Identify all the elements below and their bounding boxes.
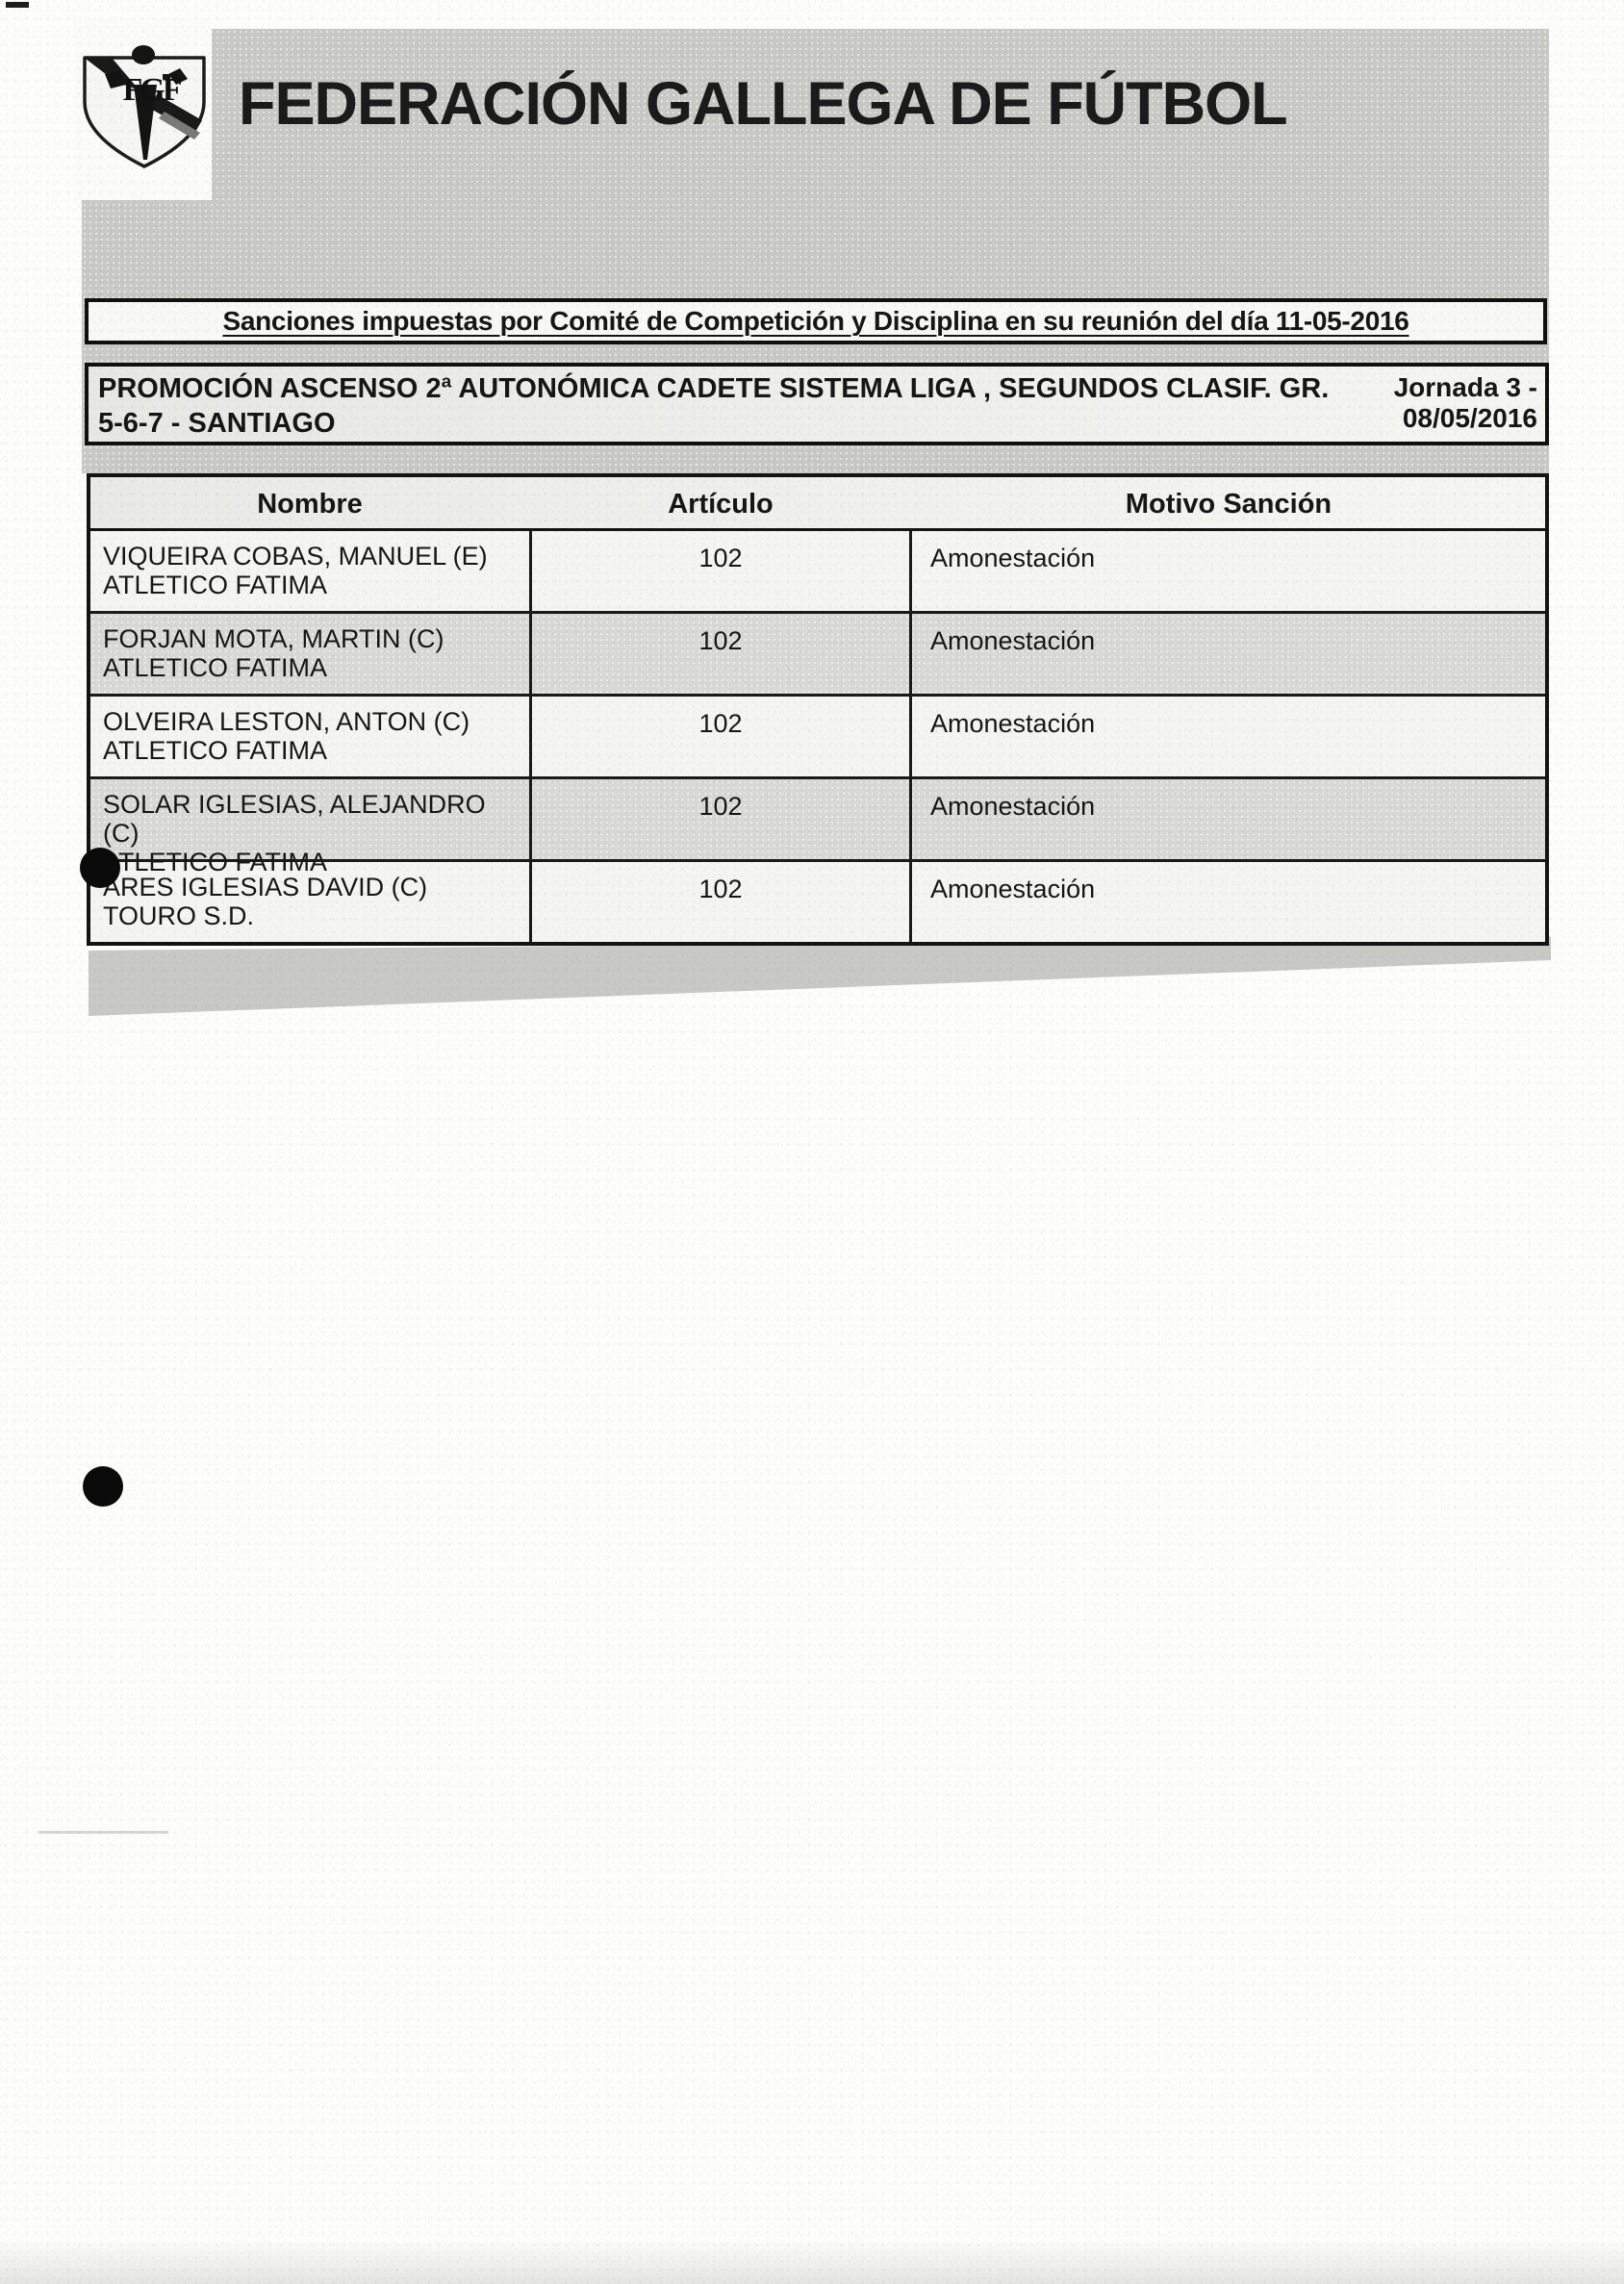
reason-cell: Amonestación (930, 626, 1096, 655)
competition-name-line2: 5-6-7 - SANTIAGO (98, 408, 336, 439)
hole-punch-mark (83, 1466, 123, 1507)
jornada-line1: Jornada 3 - (1393, 372, 1537, 402)
table-row: ARES IGLESIAS DAVID (C) TOURO S.D. 102 A… (90, 862, 1545, 942)
table-row: SOLAR IGLESIAS, ALEJANDRO (C) ATLETICO F… (90, 779, 1545, 876)
reason-cell: Amonestación (930, 544, 1096, 572)
player-team: ATLETICO FATIMA (103, 653, 328, 682)
header-articulo: Artículo (668, 489, 774, 520)
federation-logo: FGF (75, 19, 212, 200)
sanctions-title-text: Sanciones impuestas por Comité de Compet… (222, 306, 1409, 336)
table-row: OLVEIRA LESTON, ANTON (C) ATLETICO FATIM… (90, 697, 1545, 779)
article-cell: 102 (529, 697, 912, 776)
header-motivo: Motivo Sanción (1125, 489, 1332, 520)
competition-name-line1: PROMOCIÓN ASCENSO 2ª AUTONÓMICA CADETE S… (98, 373, 1330, 404)
reason-cell: Amonestación (930, 875, 1096, 903)
player-team: ATLETICO FATIMA (103, 848, 328, 876)
player-name: ARES IGLESIAS DAVID (C) (103, 873, 428, 901)
jornada-block: Jornada 3 - 08/05/2016 (1394, 367, 1545, 442)
table-shadow-band (89, 936, 1551, 1016)
sanctions-title-bar: Sanciones impuestas por Comité de Compet… (85, 298, 1547, 344)
article-cell: 102 (529, 862, 912, 942)
competition-name: PROMOCIÓN ASCENSO 2ª AUTONÓMICA CADETE S… (89, 367, 1329, 442)
table-row: FORJAN MOTA, MARTIN (C) ATLETICO FATIMA … (90, 614, 1545, 697)
table-row: VIQUEIRA COBAS, MANUEL (E) ATLETICO FATI… (90, 531, 1545, 614)
fgf-shield-icon: FGF (83, 45, 206, 168)
article-cell: 102 (529, 779, 912, 859)
player-cell: SOLAR IGLESIAS, ALEJANDRO (C) ATLETICO F… (90, 779, 529, 876)
player-name: OLVEIRA LESTON, ANTON (C) (103, 707, 470, 736)
reason-cell: Amonestación (930, 709, 1096, 738)
player-team: TOURO S.D. (103, 901, 255, 930)
scan-bottom-shadow (0, 2238, 1624, 2284)
scan-corner-artifact (6, 2, 29, 8)
player-name: SOLAR IGLESIAS, ALEJANDRO (C) (103, 790, 486, 848)
table-header-row: Nombre Artículo Motivo Sanción (90, 477, 1545, 531)
player-cell: ARES IGLESIAS DAVID (C) TOURO S.D. (90, 862, 529, 942)
player-cell: OLVEIRA LESTON, ANTON (C) ATLETICO FATIM… (90, 697, 529, 776)
hole-punch-mark (80, 848, 120, 888)
player-name: VIQUEIRA COBAS, MANUEL (E) (103, 542, 488, 571)
org-title: FEDERACIÓN GALLEGA DE FÚTBOL (239, 70, 1288, 138)
player-cell: VIQUEIRA COBAS, MANUEL (E) ATLETICO FATI… (90, 531, 529, 611)
player-team: ATLETICO FATIMA (103, 736, 328, 765)
header-nombre: Nombre (257, 489, 363, 520)
player-name: FORJAN MOTA, MARTIN (C) (103, 624, 444, 653)
player-cell: FORJAN MOTA, MARTIN (C) ATLETICO FATIMA (90, 614, 529, 694)
player-team: ATLETICO FATIMA (103, 571, 328, 599)
reason-cell: Amonestación (930, 792, 1096, 821)
jornada-line2: 08/05/2016 (1402, 403, 1537, 433)
scan-faint-line (38, 1831, 168, 1834)
competition-bar: PROMOCIÓN ASCENSO 2ª AUTONÓMICA CADETE S… (85, 363, 1549, 445)
logo-monogram: FGF (123, 72, 182, 108)
sanctions-table: Nombre Artículo Motivo Sanción VIQUEIRA … (87, 473, 1549, 946)
article-cell: 102 (529, 531, 912, 611)
article-cell: 102 (529, 614, 912, 694)
